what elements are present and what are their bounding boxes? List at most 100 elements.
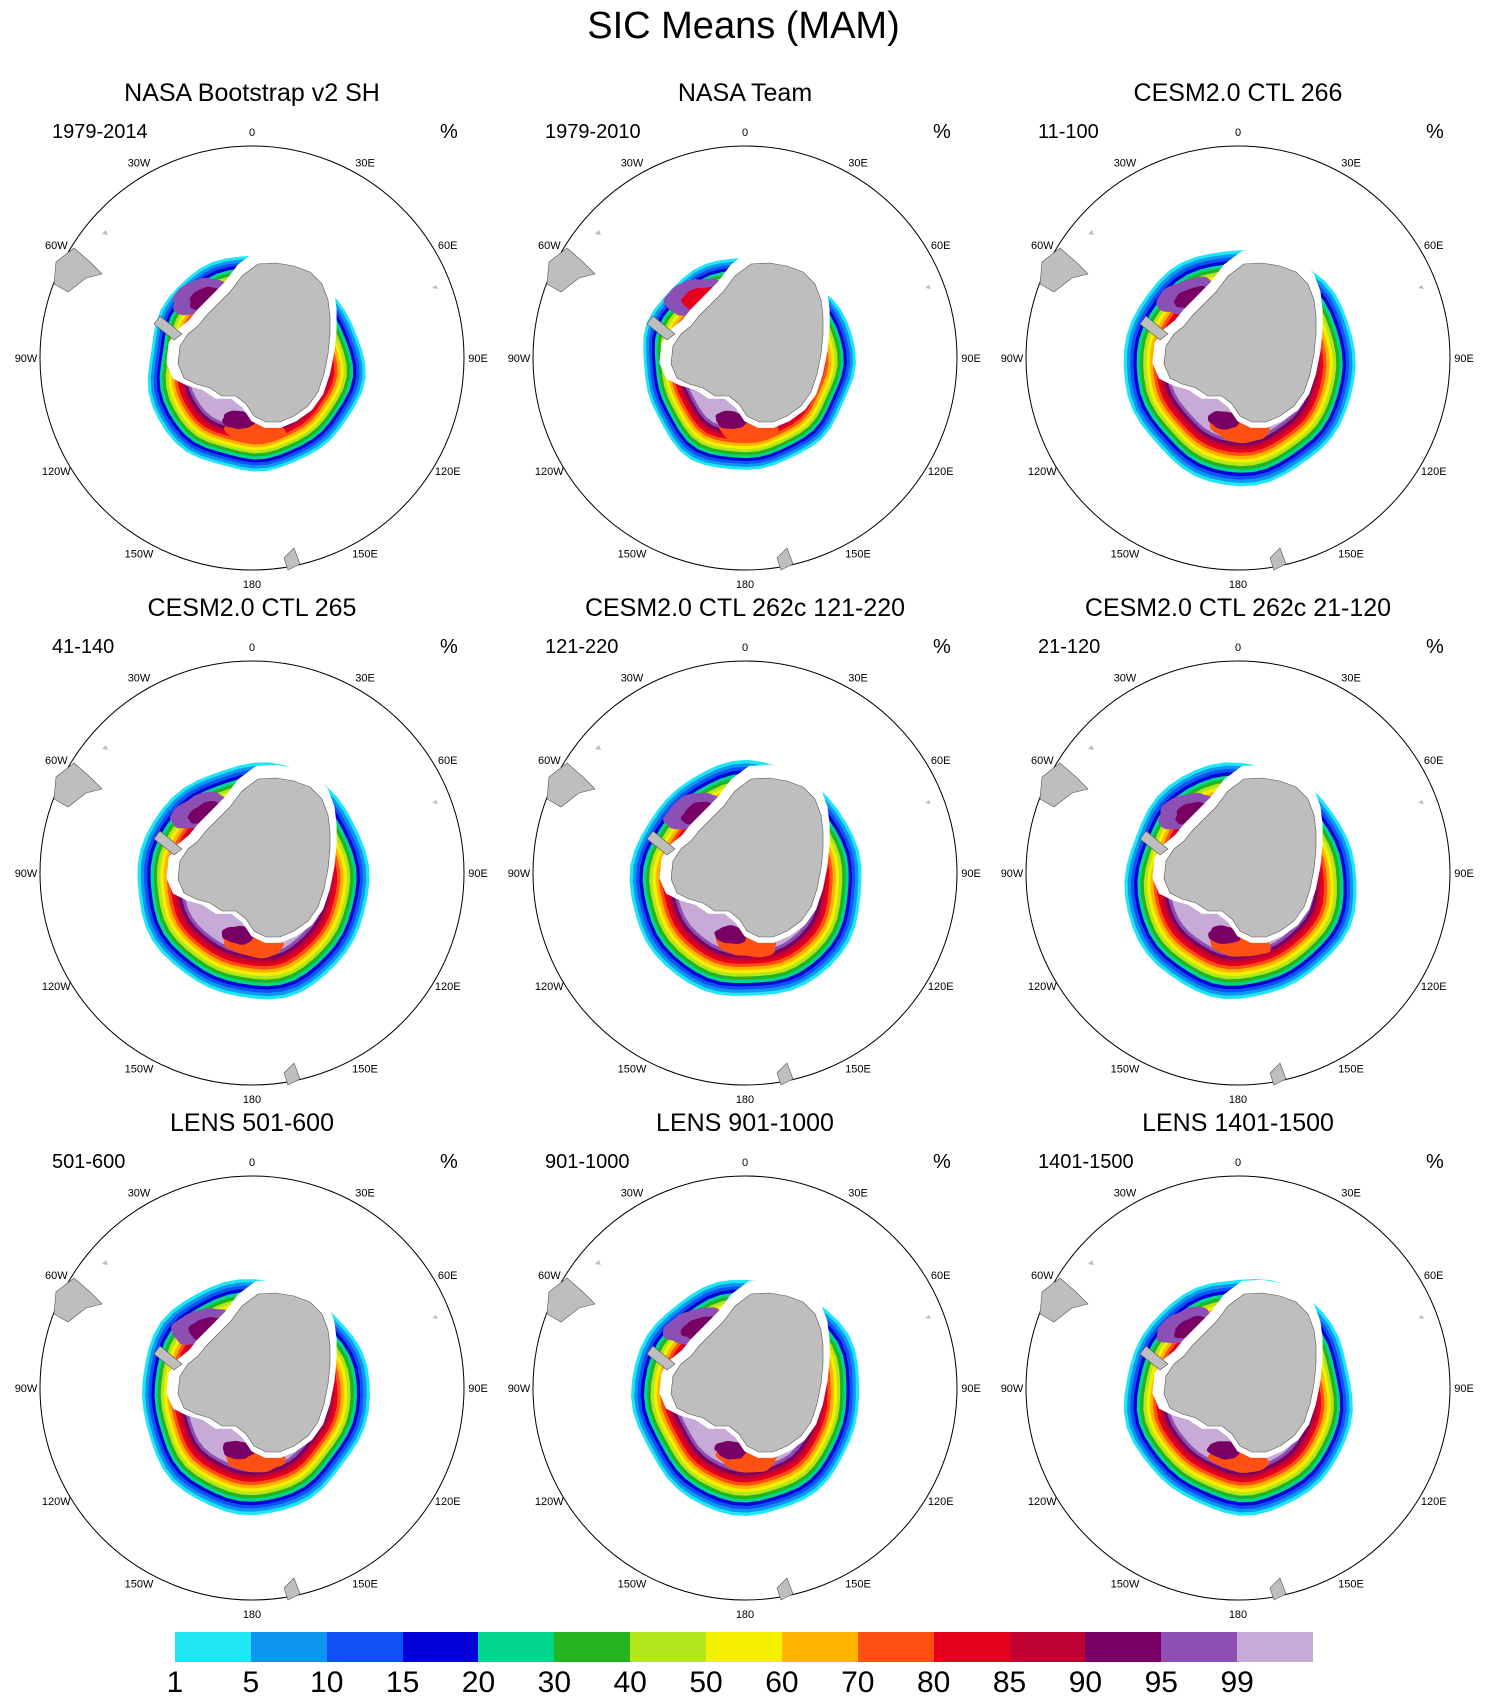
- longitude-label: 60W: [1031, 755, 1054, 767]
- colorbar-tick-label: 80: [916, 1666, 951, 1699]
- longitude-label: 90E: [961, 1383, 981, 1395]
- longitude-label: 180: [1229, 1094, 1247, 1106]
- longitude-label: 60E: [1424, 755, 1444, 767]
- colorbar-cell: [402, 1632, 479, 1662]
- kerguelen-island: [432, 285, 438, 289]
- longitude-label: 150W: [125, 1064, 154, 1076]
- longitude-label: 60W: [45, 240, 68, 252]
- kerguelen-island: [1418, 285, 1424, 289]
- kerguelen-island: [432, 1315, 438, 1319]
- kerguelen-island: [925, 800, 931, 804]
- longitude-label: 150W: [1111, 1579, 1140, 1591]
- colorbar-tick-label: 10: [310, 1666, 344, 1699]
- panel-units: %: [1426, 1151, 1444, 1173]
- longitude-label: 120E: [928, 1496, 954, 1508]
- longitude-label: 90E: [1454, 868, 1474, 880]
- south-america-landmass: [546, 1277, 596, 1323]
- longitude-label: 150W: [618, 1579, 647, 1591]
- new-zealand-landmass: [776, 1577, 794, 1601]
- antarctic-peninsula: [153, 1345, 183, 1371]
- ross-sea-core: [715, 410, 748, 429]
- antarctica-landmass: [1163, 262, 1317, 423]
- longitude-label: 120W: [535, 466, 564, 478]
- ross-sea-core: [1208, 925, 1241, 944]
- longitude-label: 60W: [1031, 1270, 1054, 1282]
- longitude-label: 30W: [128, 157, 151, 169]
- longitude-label: 150W: [618, 549, 647, 561]
- colorbar-tick-label: 50: [689, 1666, 723, 1699]
- longitude-label: 150W: [125, 549, 154, 561]
- longitude-label: 120E: [1421, 466, 1447, 478]
- south-georgia-island: [595, 230, 601, 235]
- antarctica-landmass: [177, 262, 331, 423]
- colorbar-labels: 1 5 10 15 20 30 40 50 60 70 80 85 90 95 99: [0, 1666, 1487, 1702]
- longitude-label: 120W: [1028, 1496, 1057, 1508]
- longitude-label: 180: [736, 579, 754, 591]
- colorbar-cell: [250, 1632, 328, 1662]
- longitude-label: 60W: [538, 1270, 561, 1282]
- colorbar-tick-label: 1: [166, 1666, 184, 1699]
- longitude-label: 30E: [1341, 157, 1361, 169]
- figure-title: SIC Means (MAM): [587, 5, 900, 47]
- antarctic-peninsula: [646, 830, 676, 856]
- map-panel: CESM2.0 CTL 262c 21-120 0 30E 60E 90E 120E 150…: [998, 593, 1478, 1106]
- longitude-label: 150E: [352, 549, 378, 561]
- panel-years: 501-600: [52, 1151, 126, 1173]
- south-georgia-island: [102, 230, 108, 235]
- panel-years: 121-220: [545, 636, 619, 658]
- longitude-label: 180: [243, 1609, 261, 1621]
- polar-map: 0 30E 60E 90E 120E 150E 180 150W 120W 90W 60W 30W: [15, 642, 488, 1106]
- longitude-label: 90W: [1001, 353, 1024, 365]
- longitude-label: 60W: [45, 1270, 68, 1282]
- panel-units: %: [933, 1151, 951, 1173]
- longitude-label: 0: [249, 642, 255, 654]
- panel-years: 1979-2010: [545, 121, 641, 143]
- colorbar-tick-label: 90: [1068, 1666, 1103, 1699]
- antarctica-landmass: [1163, 777, 1317, 938]
- longitude-label: 90E: [468, 1383, 488, 1395]
- longitude-label: 30E: [1341, 1187, 1361, 1199]
- map-panel: NASA Team 0 30E 60E 90E 120E 150E 180 150W 120W 90…: [505, 78, 985, 591]
- longitude-label: 30E: [1341, 672, 1361, 684]
- antarctica-landmass: [1163, 1292, 1317, 1453]
- new-zealand-landmass: [1269, 547, 1287, 571]
- colorbar-cell: [1237, 1632, 1314, 1662]
- colorbar-tick-label: 85: [992, 1666, 1027, 1699]
- longitude-label: 180: [243, 579, 261, 591]
- longitude-label: 90E: [961, 353, 981, 365]
- colorbar-tick-label: 60: [765, 1666, 799, 1699]
- south-america-landmass: [53, 762, 103, 808]
- longitude-label: 150E: [1338, 1064, 1364, 1076]
- new-zealand-landmass: [283, 547, 301, 571]
- antarctic-peninsula: [646, 315, 676, 341]
- longitude-label: 90E: [468, 353, 488, 365]
- longitude-label: 60E: [438, 240, 458, 252]
- colorbar-cell: [478, 1632, 555, 1662]
- antarctica-landmass: [177, 1292, 331, 1453]
- panel-title: NASA Bootstrap v2 SH: [124, 79, 380, 107]
- kerguelen-island: [925, 285, 931, 289]
- longitude-label: 30E: [355, 672, 375, 684]
- longitude-label: 120E: [928, 466, 954, 478]
- longitude-label: 120E: [435, 981, 461, 993]
- longitude-label: 180: [736, 1609, 754, 1621]
- longitude-label: 150W: [618, 1064, 647, 1076]
- longitude-label: 120E: [928, 981, 954, 993]
- longitude-label: 120W: [1028, 466, 1057, 478]
- ross-sea-core: [1206, 1441, 1240, 1460]
- antarctica-landmass: [670, 777, 824, 938]
- south-america-landmass: [53, 1277, 103, 1323]
- ross-sea-core: [222, 410, 256, 429]
- south-georgia-island: [102, 745, 108, 750]
- longitude-label: 60E: [931, 240, 951, 252]
- panel-title: NASA Team: [677, 79, 813, 107]
- south-georgia-island: [102, 1260, 108, 1265]
- longitude-label: 150E: [352, 1064, 378, 1076]
- longitude-label: 30W: [1114, 157, 1137, 169]
- south-america-landmass: [53, 247, 103, 293]
- longitude-label: 60E: [438, 1270, 458, 1282]
- longitude-label: 180: [1229, 1609, 1247, 1621]
- panel-title: LENS 1401-1500: [1142, 1109, 1334, 1137]
- longitude-label: 30E: [355, 1187, 375, 1199]
- longitude-label: 30W: [621, 1187, 644, 1199]
